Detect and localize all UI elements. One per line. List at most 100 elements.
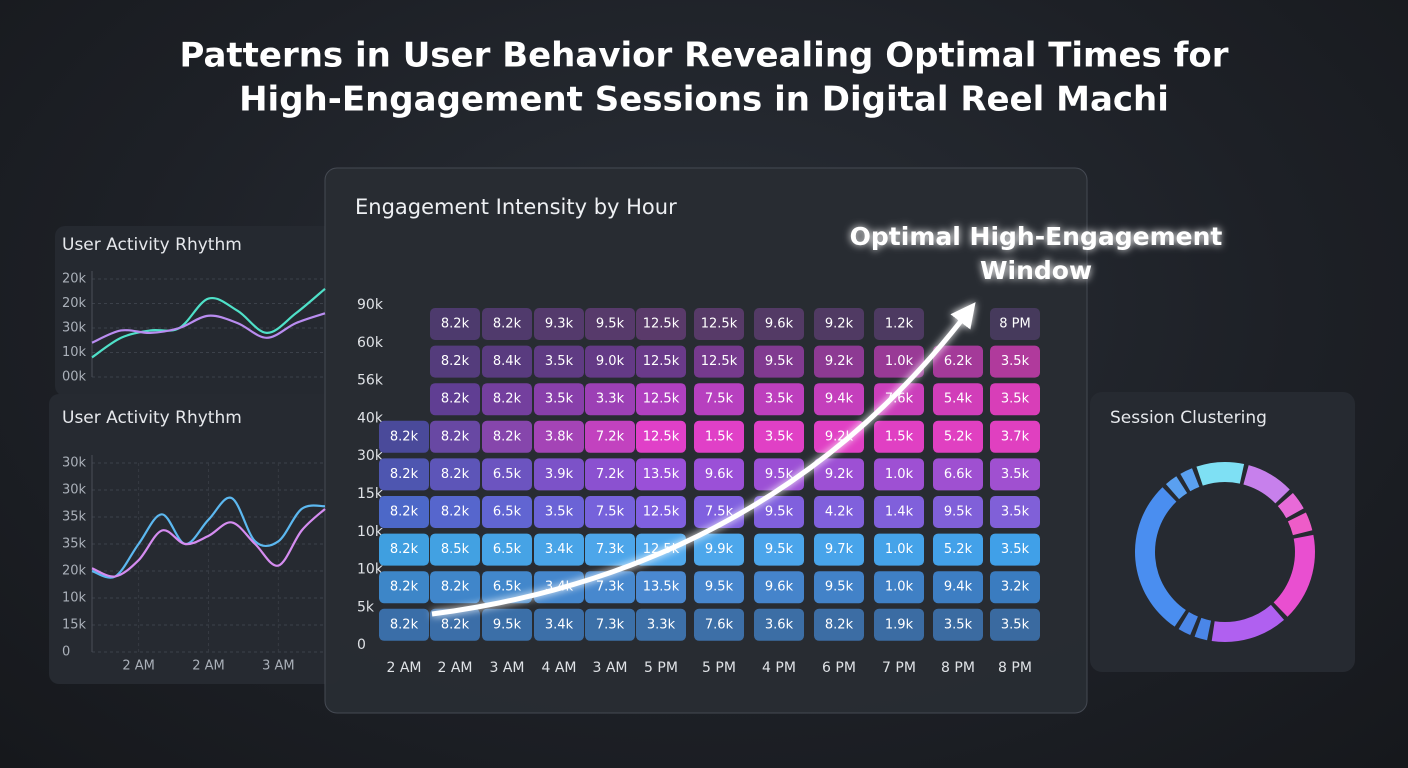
heat-cell bbox=[933, 608, 983, 641]
heat-cell bbox=[430, 458, 480, 491]
heat-cell bbox=[585, 345, 635, 378]
y-tick-label: 10k bbox=[357, 562, 384, 578]
cell-label: 9.7k bbox=[825, 542, 854, 557]
cell-label: 3.5k bbox=[1001, 392, 1030, 407]
cell-label: 1.9k bbox=[885, 617, 914, 632]
donut-segment bbox=[1287, 512, 1313, 536]
x-tick-label: 8 PM bbox=[941, 660, 975, 676]
cell-label: 8.2k bbox=[441, 392, 470, 407]
cell-label: 8.2k bbox=[441, 580, 470, 595]
heat-cell bbox=[482, 571, 532, 604]
heat-cell bbox=[379, 608, 429, 641]
heat-cell bbox=[990, 533, 1040, 566]
annotation: Window bbox=[980, 256, 1092, 285]
cell-label: 1.0k bbox=[885, 467, 914, 482]
y-tick-label: 10k bbox=[357, 524, 384, 540]
cell-label: 9.5k bbox=[825, 580, 854, 595]
cell-label: 3.5k bbox=[545, 505, 574, 520]
heat-cell bbox=[534, 533, 584, 566]
donut-segment bbox=[1277, 492, 1304, 519]
y-tick-label: 30k bbox=[62, 483, 87, 498]
cell-label: 8.2k bbox=[390, 505, 419, 520]
heat-cell bbox=[430, 345, 480, 378]
cell-label: 3.5k bbox=[765, 392, 794, 407]
heat-cell bbox=[874, 496, 924, 528]
cell-label: 1.4k bbox=[885, 505, 914, 520]
cell-label: 3.5k bbox=[545, 354, 574, 369]
heat-cell bbox=[430, 608, 480, 641]
cell-label: 7.2k bbox=[596, 467, 625, 482]
x-tick-label: 6 PM bbox=[822, 660, 856, 676]
cell-label: 8.5k bbox=[441, 542, 470, 557]
cell-label: 3.5k bbox=[765, 429, 794, 444]
heat-cell bbox=[990, 458, 1040, 491]
cell-label: 8.2k bbox=[441, 317, 470, 332]
heat-cell bbox=[636, 420, 686, 453]
cell-label: 9.5k bbox=[765, 354, 794, 369]
heat-cell bbox=[585, 420, 635, 453]
cell-label: 8.2k bbox=[825, 617, 854, 632]
heat-cell bbox=[814, 458, 864, 491]
y-tick-label: 90k bbox=[357, 297, 384, 313]
heat-cell bbox=[694, 383, 744, 416]
x-tick-label: 3 AM bbox=[262, 659, 295, 674]
y-tick-label: 20k bbox=[62, 296, 87, 311]
heat-cell bbox=[754, 608, 804, 641]
line-series bbox=[91, 287, 326, 359]
heat-cell bbox=[482, 608, 532, 641]
cell-label: 5.2k bbox=[944, 429, 973, 444]
y-tick-label: 20k bbox=[62, 272, 87, 287]
cell-label: 8.2k bbox=[390, 617, 419, 632]
cell-label: 7.3k bbox=[596, 580, 625, 595]
cell-label: 9.5k bbox=[596, 317, 625, 332]
heat-cell bbox=[482, 533, 532, 566]
cell-label: 3.5k bbox=[1001, 467, 1030, 482]
cell-label: 8.2k bbox=[441, 617, 470, 632]
heat-cell bbox=[694, 571, 744, 604]
cell-label: 6.6k bbox=[944, 467, 973, 482]
x-tick-label: 4 AM bbox=[541, 660, 576, 676]
cell-label: 9.2k bbox=[825, 467, 854, 482]
heat-cell bbox=[430, 533, 480, 566]
heat-cell bbox=[814, 308, 864, 340]
x-tick-label: 7 PM bbox=[882, 660, 916, 676]
cell-label: 9.5k bbox=[944, 505, 973, 520]
heat-cell bbox=[990, 308, 1040, 340]
cell-label: 9.5k bbox=[705, 580, 734, 595]
cell-label: 1.0k bbox=[885, 354, 914, 369]
cell-label: 3.4k bbox=[545, 617, 574, 632]
heat-cell bbox=[990, 383, 1040, 416]
y-tick-label: 60k bbox=[357, 335, 384, 351]
heat-cell bbox=[534, 496, 584, 528]
donut-segment bbox=[1196, 462, 1245, 486]
heat-cell bbox=[534, 345, 584, 378]
heat-cell bbox=[379, 496, 429, 528]
cell-label: 9.5k bbox=[765, 467, 794, 482]
heat-cell bbox=[379, 533, 429, 566]
cell-label: 3.5k bbox=[545, 392, 574, 407]
donut-segment bbox=[1180, 468, 1200, 492]
y-tick-label: 56k bbox=[357, 373, 384, 389]
cell-label: 3.9k bbox=[545, 467, 574, 482]
cell-label: 9.4k bbox=[944, 580, 973, 595]
cell-label: 9.2k bbox=[825, 354, 854, 369]
line-series bbox=[91, 508, 326, 578]
page-title: Patterns in User Behavior Revealing Opti… bbox=[179, 36, 1228, 76]
heat-cell bbox=[585, 458, 635, 491]
heat-cell bbox=[636, 496, 686, 528]
annotation: Optimal High-Engagement bbox=[850, 222, 1223, 251]
heat-cell bbox=[534, 308, 584, 340]
heat-cell bbox=[933, 345, 983, 378]
cell-label: 3.5k bbox=[944, 617, 973, 632]
heat-cell bbox=[482, 383, 532, 416]
heat-cell bbox=[814, 608, 864, 641]
heat-cell bbox=[754, 496, 804, 528]
cell-label: 3.6k bbox=[765, 617, 794, 632]
cell-label: 9.0k bbox=[596, 354, 625, 369]
cell-label: 9.6k bbox=[765, 580, 794, 595]
heat-cell bbox=[874, 571, 924, 604]
heat-cell bbox=[754, 533, 804, 566]
donut-segment bbox=[1243, 465, 1290, 504]
y-tick-label: 15k bbox=[357, 486, 384, 502]
cell-label: 8.2k bbox=[493, 429, 522, 444]
